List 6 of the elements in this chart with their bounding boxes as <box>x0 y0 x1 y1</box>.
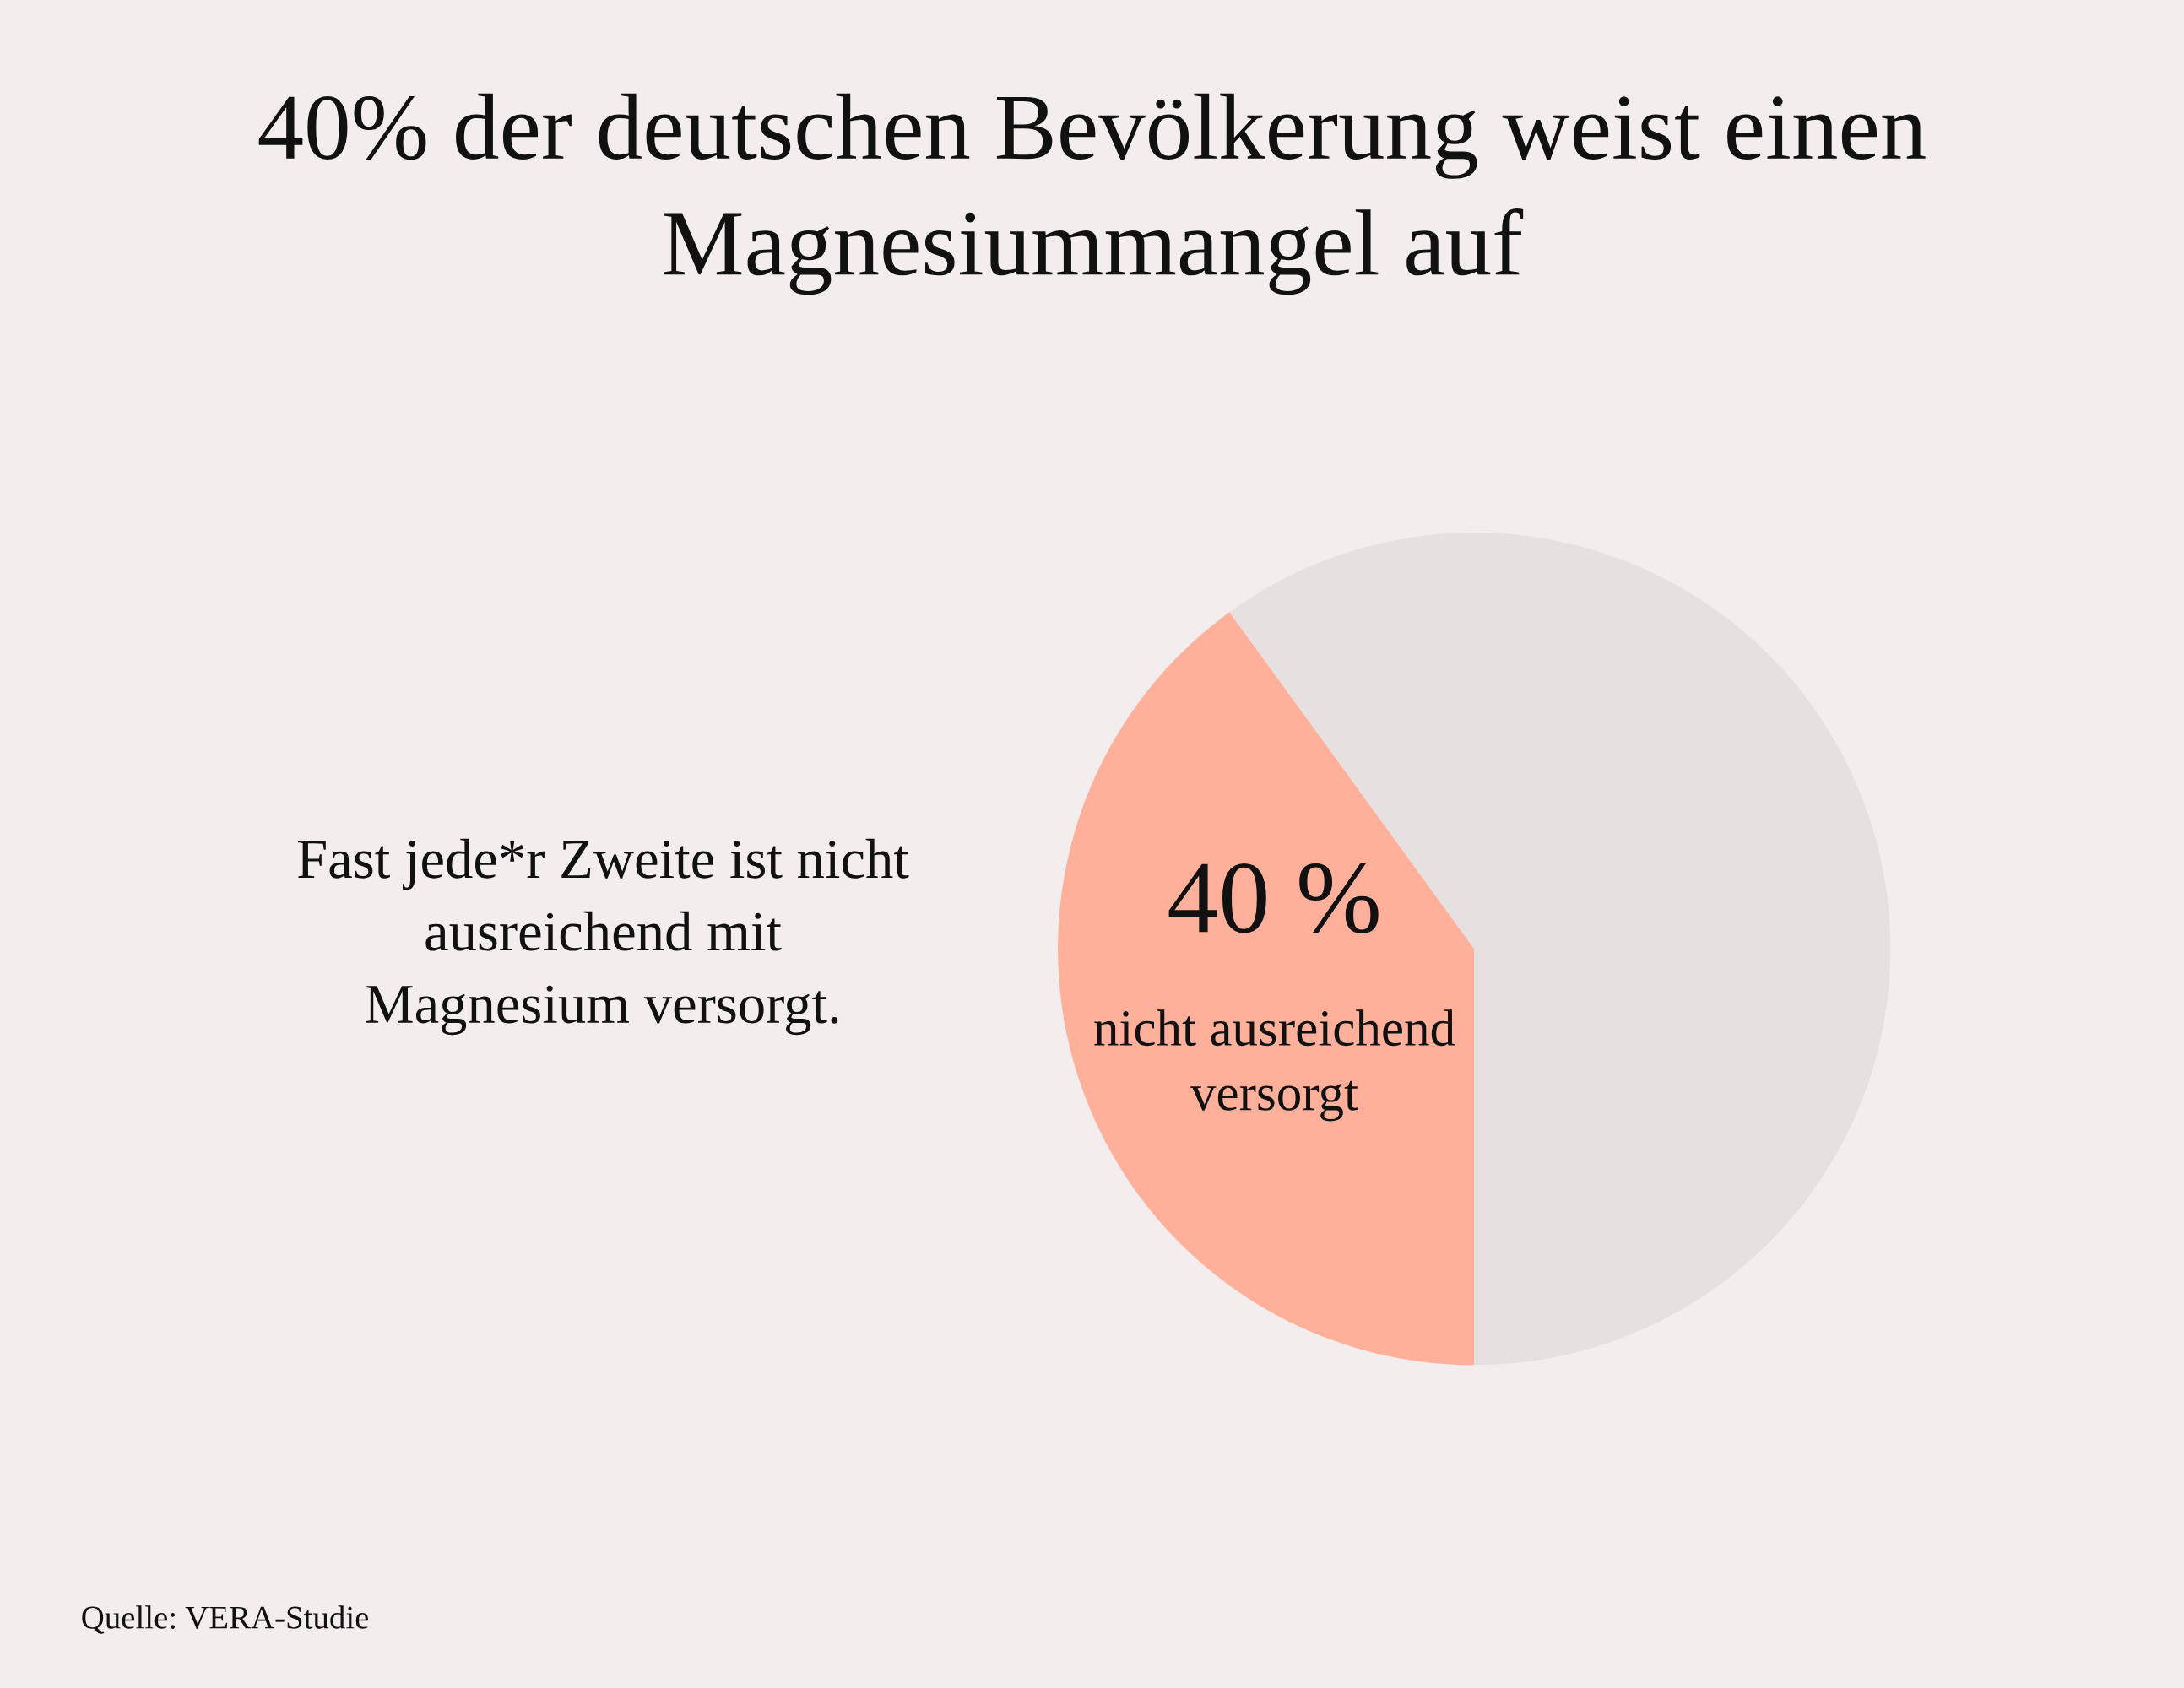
pie-slice <box>1058 612 1475 1366</box>
data-label: 40 % <box>1168 863 1379 933</box>
chart-title: 40% der deutschen Bevölkerung weist einen Magnesiummangel auf <box>258 93 1926 295</box>
text: Fast jede*r Zweite ist nicht ausreichend mit Magnesium versorgt. <box>298 838 909 1036</box>
source-note: Quelle: VERA-Studie <box>82 1605 369 1634</box>
slice-label: nicht ausreichend versorgt <box>1094 1009 1455 1122</box>
